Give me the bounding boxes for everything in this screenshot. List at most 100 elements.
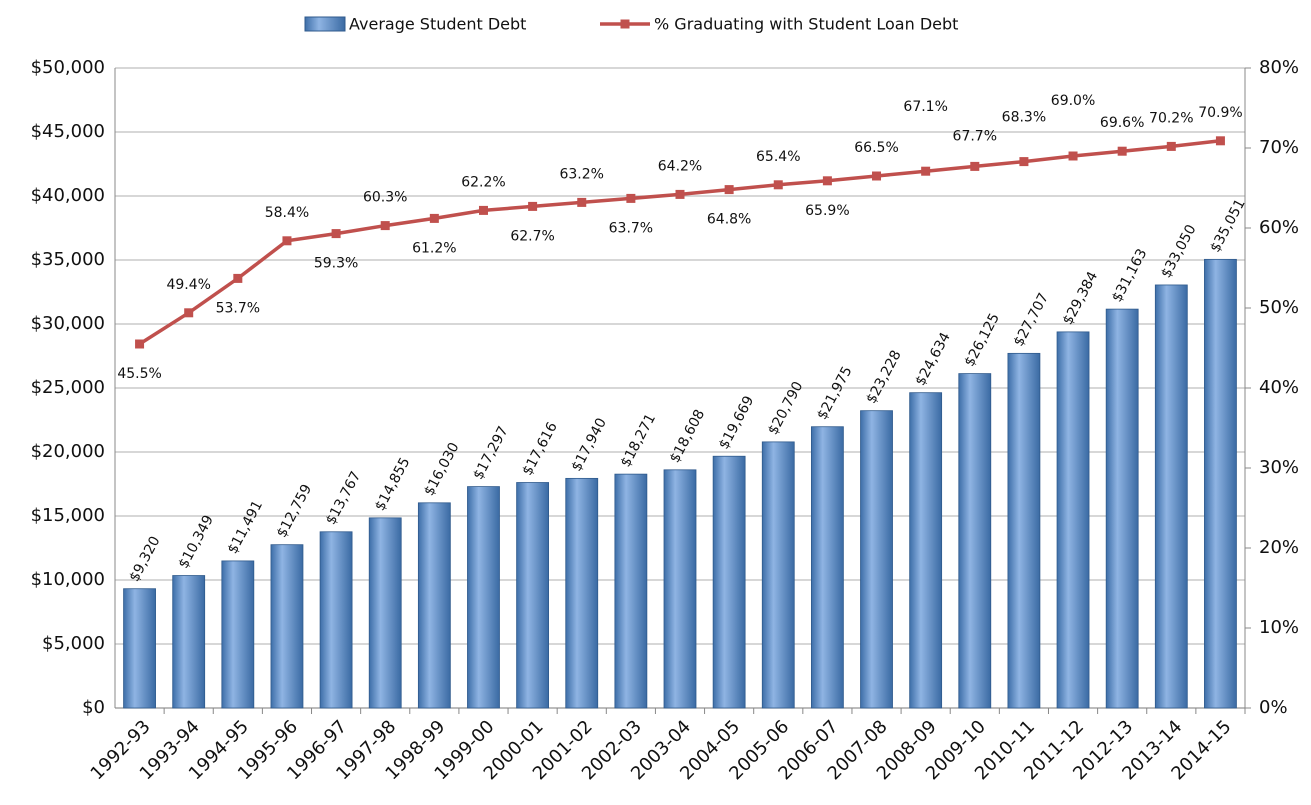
line-marker: [626, 193, 636, 203]
bar-value-label: $12,759: [274, 482, 315, 541]
line-marker: [921, 166, 931, 176]
bar: [516, 482, 550, 709]
y-tick-label: $25,000: [31, 377, 105, 398]
line-marker: [1019, 157, 1029, 167]
line-value-label: 67.1%: [903, 99, 947, 115]
bar: [614, 473, 648, 709]
line-marker: [675, 189, 685, 199]
bar: [565, 477, 599, 709]
y2-tick-label: 60%: [1259, 217, 1299, 238]
bar: [368, 517, 402, 709]
line-marker: [970, 161, 980, 171]
bar-value-label: $33,050: [1158, 222, 1199, 281]
bar-value-label: $26,125: [962, 311, 1003, 370]
bar: [958, 373, 992, 709]
bar: [1056, 331, 1090, 709]
line-marker: [380, 221, 390, 231]
y-tick-label: $20,000: [31, 441, 105, 462]
line-marker: [282, 236, 292, 246]
line-value-label: 70.2%: [1149, 110, 1193, 126]
bar: [712, 455, 746, 709]
y2-tick-label: 0%: [1259, 697, 1288, 718]
bar-value-label: $35,051: [1207, 196, 1248, 255]
line-marker: [872, 171, 882, 181]
line-marker: [773, 180, 783, 190]
line-marker: [135, 339, 145, 349]
y-tick-label: $45,000: [31, 121, 105, 142]
bar-value-label: $29,384: [1060, 269, 1101, 328]
line-value-label: 63.2%: [559, 166, 603, 182]
bar: [909, 392, 943, 709]
y-tick-label: $15,000: [31, 505, 105, 526]
bar-value-label: $19,669: [716, 393, 757, 452]
line-value-label: 45.5%: [117, 366, 161, 382]
line-value-label: 70.9%: [1198, 105, 1242, 121]
y-tick-label: $0: [82, 697, 105, 718]
y2-tick-label: 80%: [1259, 57, 1299, 78]
line-marker: [822, 176, 832, 186]
line-value-label: 53.7%: [216, 300, 260, 316]
line-value-label: 60.3%: [363, 190, 407, 206]
bar: [123, 588, 156, 709]
y2-tick-label: 20%: [1259, 537, 1299, 558]
bar: [1105, 308, 1139, 709]
line-value-label: 62.2%: [461, 174, 505, 190]
bar-value-label: $17,616: [520, 420, 561, 479]
bar: [1007, 352, 1041, 709]
line-marker: [1215, 136, 1225, 146]
legend-label: % Graduating with Student Loan Debt: [654, 15, 958, 34]
bar: [761, 441, 795, 709]
line-value-label: 66.5%: [854, 140, 898, 156]
y-tick-label: $50,000: [31, 57, 105, 78]
line-marker: [528, 201, 538, 211]
bar: [319, 531, 353, 709]
bar-value-label: $13,767: [323, 469, 364, 528]
bar-value-label: $16,030: [421, 440, 462, 499]
bar-value-label: $21,975: [814, 364, 855, 423]
bar-value-label: $18,271: [618, 411, 659, 470]
legend-label: Average Student Debt: [349, 15, 526, 34]
y2-tick-label: 10%: [1259, 617, 1299, 638]
line-value-label: 49.4%: [166, 277, 210, 293]
y2-tick-label: 30%: [1259, 457, 1299, 478]
bar-value-label: $11,491: [225, 498, 266, 557]
line-value-label: 65.4%: [756, 149, 800, 165]
line-value-label: 67.7%: [953, 128, 997, 144]
y2-tick-label: 40%: [1259, 377, 1299, 398]
line-value-label: 68.3%: [1002, 110, 1046, 126]
y-tick-label: $40,000: [31, 185, 105, 206]
line-marker: [429, 213, 439, 223]
y-tick-label: $10,000: [31, 569, 105, 590]
bar: [270, 544, 304, 709]
bar: [1204, 258, 1237, 709]
bar-value-label: $23,228: [863, 348, 904, 407]
bar: [810, 426, 844, 709]
bar-value-label: $9,320: [127, 534, 164, 585]
bar-value-label: $18,608: [667, 407, 708, 466]
line-value-label: 61.2%: [412, 240, 456, 256]
y-tick-label: $35,000: [31, 249, 105, 270]
bar: [221, 560, 255, 709]
bar-value-label: $17,940: [569, 415, 610, 474]
bar-value-label: $24,634: [913, 330, 954, 389]
y-tick-label: $5,000: [42, 633, 105, 654]
line-value-label: 62.7%: [510, 228, 554, 244]
line-value-label: 59.3%: [314, 256, 358, 272]
line-value-label: 69.0%: [1051, 93, 1095, 109]
line-marker: [184, 308, 194, 318]
line-value-label: 69.6%: [1100, 115, 1144, 131]
line-value-label: 63.7%: [609, 220, 653, 236]
line-value-label: 58.4%: [265, 205, 309, 221]
bar: [172, 575, 206, 709]
bar-value-label: $31,163: [1109, 246, 1150, 305]
line-marker: [577, 197, 587, 207]
bar: [860, 410, 893, 709]
line-value-label: 64.8%: [707, 212, 751, 228]
line-marker: [724, 185, 734, 195]
bar-value-label: $10,349: [176, 513, 217, 572]
line-marker: [331, 229, 341, 239]
line-marker: [1166, 141, 1176, 151]
line-marker: [1068, 151, 1078, 161]
line-value-label: 65.9%: [805, 203, 849, 219]
